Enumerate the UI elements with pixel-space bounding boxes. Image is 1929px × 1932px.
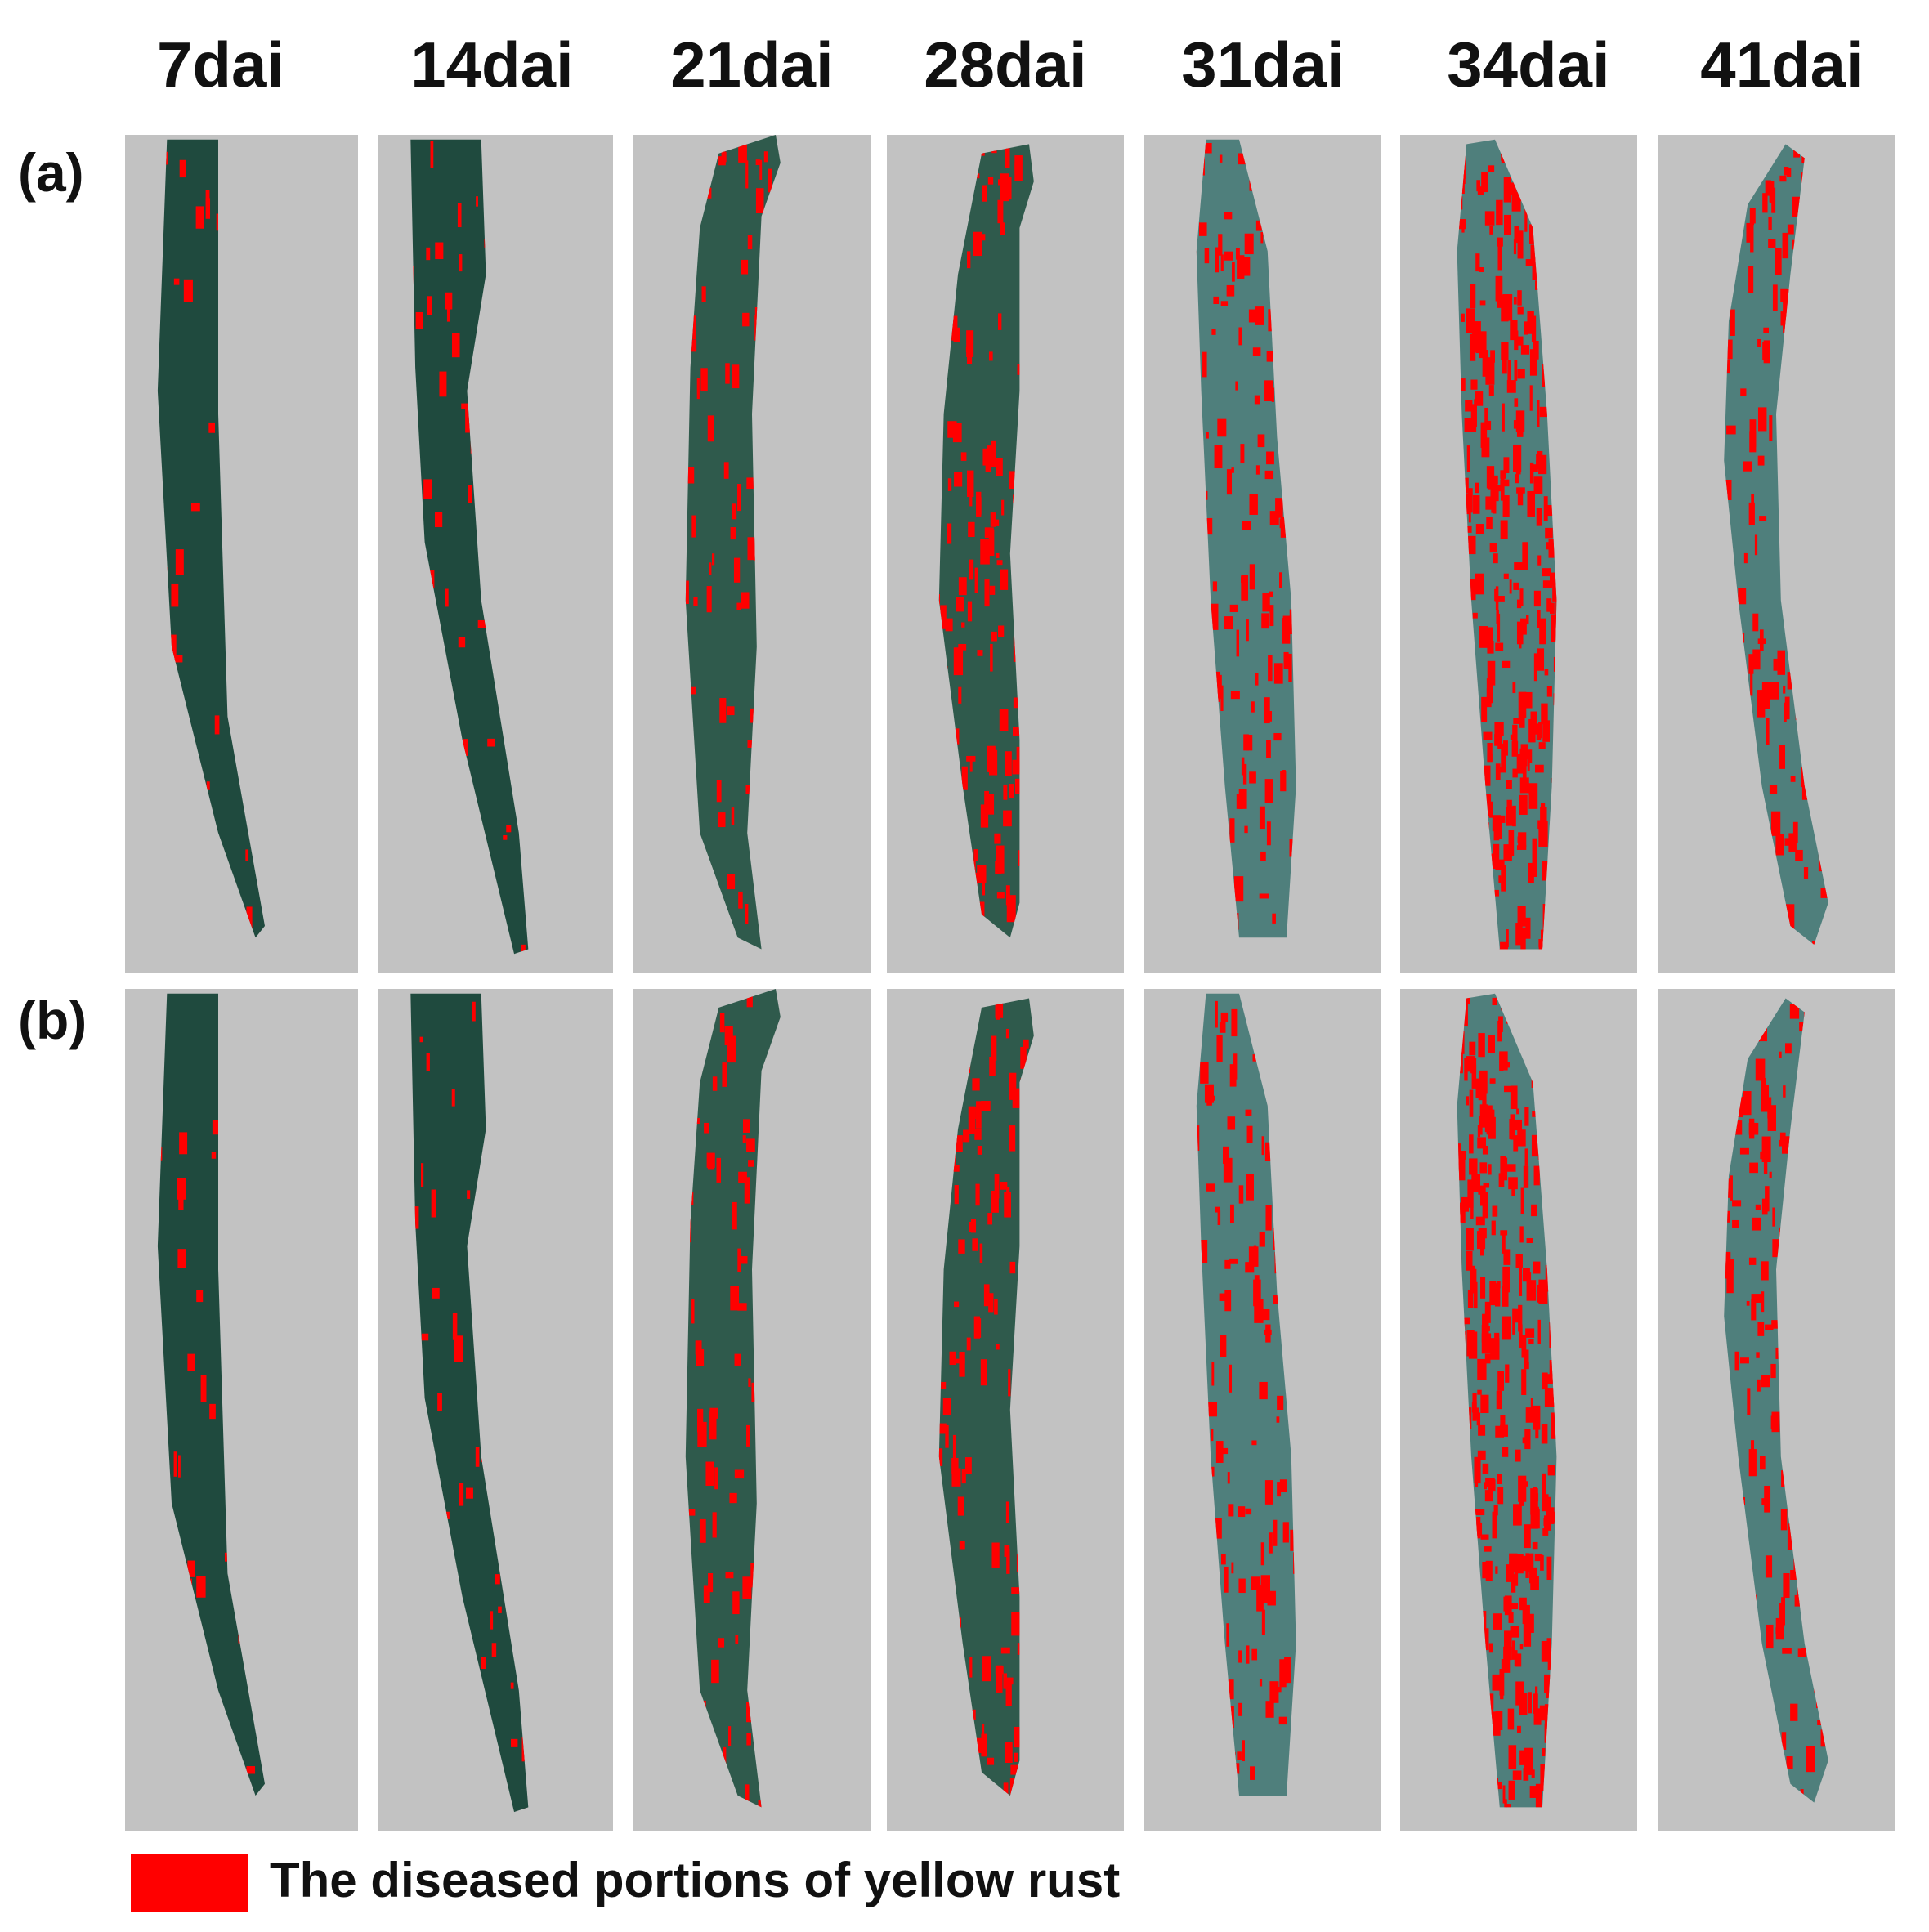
leaf-image	[157, 139, 265, 938]
leaf-panel-a-31dai	[1144, 135, 1381, 973]
leaf-panel-a-41dai	[1658, 135, 1895, 973]
leaf-image	[1724, 998, 1828, 1803]
leaf-panel-a-7dai	[125, 135, 358, 973]
leaf-shape	[685, 135, 781, 950]
leaf-panel-b-7dai	[125, 989, 358, 1831]
leaf-shape	[1196, 139, 1296, 938]
legend-label: The diseased portions of yellow rust	[270, 1853, 1121, 1907]
leaf-panel-a-28dai	[887, 135, 1124, 973]
column-label-7dai: 7dai	[156, 29, 285, 101]
leaf-shape	[410, 993, 529, 1813]
leaf-panel-a-21dai	[633, 135, 871, 973]
leaf-shape	[1724, 144, 1828, 945]
leaf-panel-a-34dai	[1400, 135, 1637, 973]
column-label-14dai: 14dai	[410, 29, 574, 101]
row-label-a: (a)	[18, 142, 84, 203]
leaf-image	[1457, 139, 1557, 950]
leaf-panel-a-14dai	[378, 135, 613, 973]
leaf-image	[410, 993, 529, 1813]
leaf-panel-b-14dai	[378, 989, 613, 1831]
row-label-b: (b)	[18, 990, 87, 1050]
leaf-image	[1724, 144, 1828, 945]
leaf-image	[938, 144, 1034, 938]
leaf-image	[157, 993, 265, 1796]
leaf-panel-b-41dai	[1658, 989, 1895, 1831]
leaf-panel-b-28dai	[887, 989, 1124, 1831]
leaf-image	[1457, 993, 1557, 1808]
leaf-shape	[685, 989, 781, 1808]
leaf-panel-b-31dai	[1144, 989, 1381, 1831]
column-label-31dai: 31dai	[1181, 29, 1345, 101]
column-label-34dai: 34dai	[1447, 29, 1610, 101]
leaf-panel-b-34dai	[1400, 989, 1637, 1831]
leaf-panel-b-21dai	[633, 989, 871, 1831]
leaf-shape	[410, 139, 529, 955]
leaf-image	[685, 135, 781, 950]
column-label-41dai: 41dai	[1700, 29, 1864, 101]
leaf-image	[410, 139, 529, 955]
leaf-image	[1196, 139, 1296, 938]
leaf-shape	[1724, 998, 1828, 1803]
leaf-shape	[157, 993, 265, 1796]
column-label-21dai: 21dai	[670, 29, 834, 101]
leaf-image	[685, 989, 781, 1808]
column-label-28dai: 28dai	[924, 29, 1087, 101]
leaf-image	[938, 998, 1034, 1796]
leaf-image	[1196, 993, 1296, 1796]
leaf-shape	[157, 139, 265, 938]
legend-swatch	[131, 1854, 248, 1912]
